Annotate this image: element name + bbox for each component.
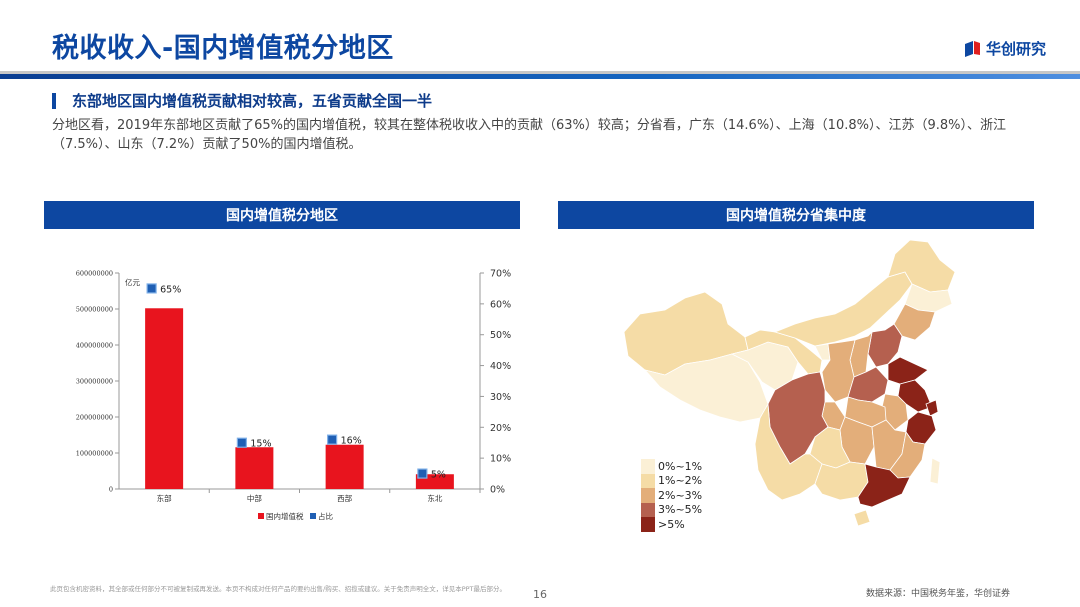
map-legend-item: 2%~3% xyxy=(641,488,702,503)
page-number: 16 xyxy=(533,588,547,601)
legend-label: >5% xyxy=(658,517,685,531)
legend-swatch xyxy=(641,473,655,488)
body-paragraph: 分地区看，2019年东部地区贡献了65%的国内增值税，较其在整体税收收入中的贡献… xyxy=(52,118,1006,152)
share-data-label: 65% xyxy=(160,284,181,295)
map-region-hebei xyxy=(867,323,903,368)
map-legend-item: >5% xyxy=(641,517,702,532)
map-region-heilongjiang xyxy=(887,239,956,293)
map-region-taiwan xyxy=(929,457,941,485)
share-data-label: 5% xyxy=(431,470,446,481)
header-rule-blue xyxy=(0,74,1080,79)
legend-swatch xyxy=(641,502,655,517)
map-region-guangdong xyxy=(857,463,911,508)
chart-panel-header: 国内增值税分地区 xyxy=(44,201,520,229)
share-point-1 xyxy=(146,283,157,294)
share-data-label: 15% xyxy=(250,439,271,450)
data-source: 数据来源：中国税务年鉴，华创证券 xyxy=(865,589,1010,599)
map-legend: 0%~1% 1%~2% 2%~3% 3%~5% >5% xyxy=(641,459,702,532)
brand-name: 华创研究 xyxy=(985,40,1046,58)
legend-label-share: 占比 xyxy=(318,511,333,521)
x-tick-label: 东北 xyxy=(427,493,442,503)
brand: 华创研究 xyxy=(964,38,1046,59)
x-tick-label: 西部 xyxy=(337,493,352,503)
bar-1 xyxy=(145,308,184,489)
vat-by-region-chart: 0 100000000 200000000 300000000 400000000 500… xyxy=(76,269,511,522)
y-axis-unit-label: 亿元 xyxy=(125,277,140,287)
y2-tick-label: 20% xyxy=(490,423,511,434)
x-tick-label: 东部 xyxy=(157,493,172,503)
legend-label: 1%~2% xyxy=(658,474,703,488)
y2-tick-label: 0% xyxy=(490,485,505,496)
map-region-shanghai xyxy=(925,399,939,417)
y2-tick-label: 40% xyxy=(490,361,511,372)
bar-3 xyxy=(325,444,364,489)
header-rule-grey xyxy=(0,71,1080,74)
share-point-2 xyxy=(236,437,247,448)
disclaimer: 此页包含机密资料，其全部或任何部分不可被复制或再发送。本页不构成对任何产品的要约… xyxy=(50,585,506,593)
subheading: 东部地区国内增值税贡献相对较高，五省贡献全国一半 xyxy=(52,90,432,111)
y2-tick-label: 50% xyxy=(490,330,511,341)
x-tick-label: 中部 xyxy=(247,493,262,503)
legend-swatch xyxy=(641,459,655,474)
legend-swatch-vat xyxy=(258,513,264,519)
legend-label: 0%~1% xyxy=(658,459,703,473)
y-tick-label: 500000000 xyxy=(76,306,113,314)
y-tick-label: 200000000 xyxy=(76,414,113,422)
page-title: 税收收入-国内增值税分地区 xyxy=(52,33,394,64)
share-point-3 xyxy=(327,434,338,445)
map-legend-item: 3%~5% xyxy=(641,502,703,517)
y-tick-label: 300000000 xyxy=(76,378,113,386)
map-legend-item: 0%~1% xyxy=(641,459,702,474)
legend-label: 2%~3% xyxy=(658,488,703,502)
subheading-text: 东部地区国内增值税贡献相对较高，五省贡献全国一半 xyxy=(72,92,433,110)
brand-logo-icon xyxy=(964,40,980,57)
legend-swatch-share xyxy=(310,513,316,519)
share-data-label: 16% xyxy=(341,436,362,447)
legend-swatch xyxy=(641,517,655,532)
legend-label: 3%~5% xyxy=(658,503,703,517)
map-region-shandong xyxy=(887,356,929,385)
legend-label-vat: 国内增值税 xyxy=(266,511,304,521)
y-tick-label: 400000000 xyxy=(76,342,113,350)
map-panel-header: 国内增值税分省集中度 xyxy=(558,201,1034,229)
y2-tick-label: 30% xyxy=(490,392,511,403)
map-legend-item: 1%~2% xyxy=(641,473,703,488)
y2-tick-label: 60% xyxy=(490,299,511,310)
y2-tick-label: 10% xyxy=(490,454,511,465)
map-region-hainan xyxy=(853,509,871,527)
y-tick-label: 600000000 xyxy=(76,270,113,278)
legend-swatch xyxy=(641,488,655,503)
share-point-4 xyxy=(417,468,428,479)
china-province-map xyxy=(623,239,956,527)
bar-2 xyxy=(235,447,274,489)
y2-tick-label: 70% xyxy=(490,269,511,280)
y-tick-label: 0 xyxy=(109,486,113,494)
y-tick-label: 100000000 xyxy=(76,450,113,458)
subheading-marker xyxy=(52,92,56,109)
